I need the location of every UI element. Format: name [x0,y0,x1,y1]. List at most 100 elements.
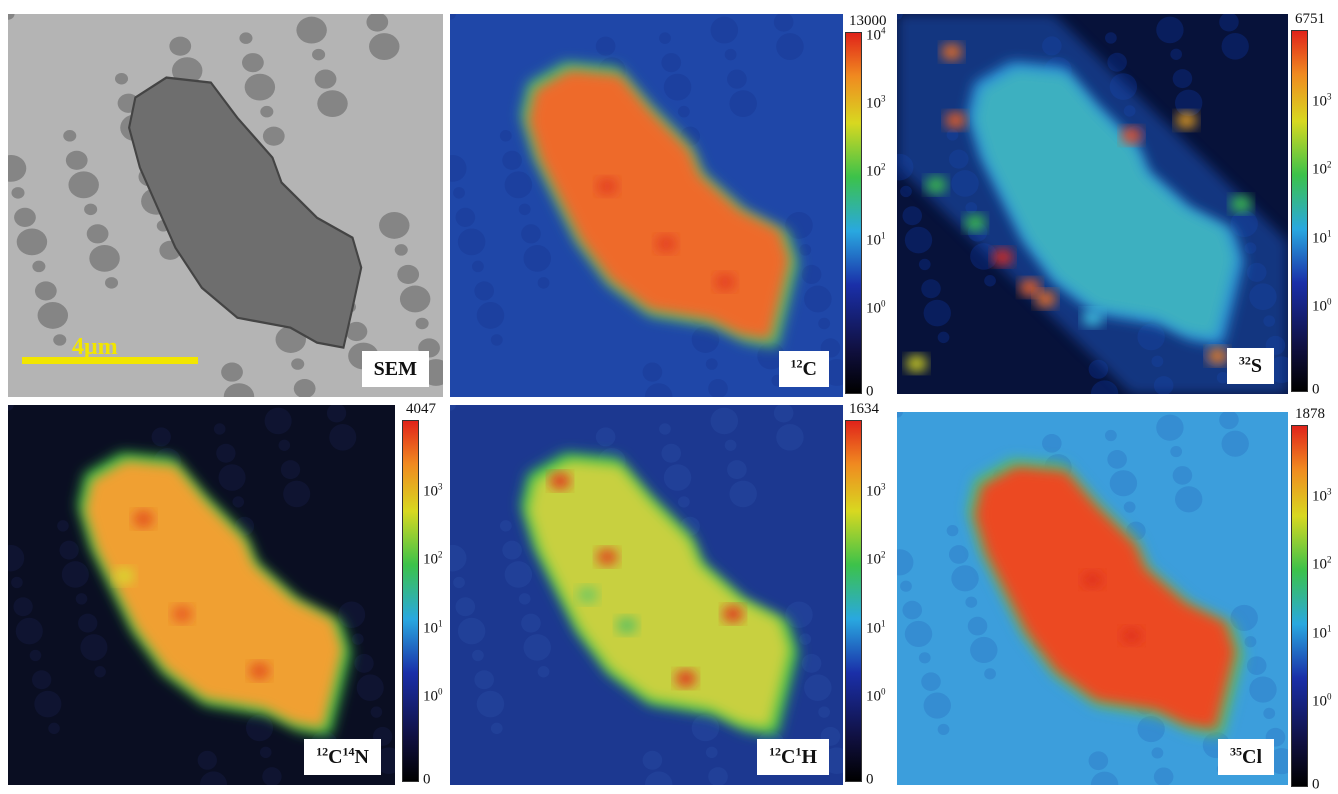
texture [8,14,15,20]
colorbar-tick-label: 102 [1312,557,1332,574]
texture [951,565,978,591]
texture [711,17,739,44]
spot [723,606,743,623]
texture [965,597,977,608]
panel-label: 35Cl [1218,739,1274,775]
texture [78,614,97,633]
texture [260,747,272,758]
texture [294,379,316,397]
texture [66,151,88,170]
texture [924,300,951,327]
texture [239,32,252,43]
texture [505,171,533,198]
texture [59,541,78,560]
texture [395,244,408,255]
texture [785,212,813,239]
texture [491,723,503,734]
texture [661,53,681,72]
texture [8,155,26,182]
texture [678,496,690,507]
texture [32,261,45,272]
texture [818,318,830,329]
colorbar-tick-label: 101 [1312,230,1332,247]
texture [659,423,671,434]
texture [245,74,275,101]
texture [474,281,494,300]
texture [502,541,522,560]
colorbar-max: 1878 [1295,406,1325,423]
texture [262,767,281,785]
texture [281,460,300,479]
texture [1124,502,1136,513]
tick-base: 10 [866,96,881,112]
texture [32,670,51,689]
image [450,14,843,397]
texture [38,302,68,329]
texture [938,724,950,735]
texture [1091,380,1118,394]
colorbar-tick-label: 103 [866,96,886,113]
texture [279,440,291,451]
texture [224,383,254,397]
texture [338,601,365,628]
texture [152,427,171,446]
tick-base: 10 [866,620,881,636]
texture [776,33,804,60]
spot [550,473,570,490]
colorbar-tick-label: 103 [866,484,886,501]
texture [968,617,988,636]
colorbar-tick-label: 100 [866,689,886,706]
texture [315,70,337,89]
spot [1176,112,1196,129]
spot [945,112,965,129]
texture [596,427,616,446]
texture [1222,431,1249,457]
tick-exp: 1 [438,618,443,628]
texture [57,520,69,531]
label-sup: 12 [769,744,781,758]
colorbar [845,32,862,394]
texture [924,692,951,718]
tick-exp: 2 [881,162,886,172]
spot [1231,196,1251,213]
texture [232,496,244,507]
colorbar [1291,30,1308,392]
texture [692,715,720,742]
label-sup: 14 [343,744,355,758]
texture [214,423,226,434]
texture [450,155,467,182]
colorbar-tick-label: 0 [423,772,431,789]
spot [1035,291,1055,308]
texture [949,545,969,564]
texture [13,597,32,616]
tick-base: 10 [1312,162,1327,178]
colorbar [845,420,862,782]
texture [260,106,273,117]
tick-text: 0 [866,384,874,400]
colorbar [1291,425,1308,787]
tick-base: 10 [423,552,438,568]
texture [1137,716,1164,742]
tick-base: 10 [866,689,881,705]
tick-base: 10 [1312,625,1327,641]
colorbar-tick-label: 102 [423,552,443,569]
texture [263,127,285,146]
label-text: SEM [374,358,417,380]
tick-exp: 4 [881,25,886,35]
texture [818,706,830,717]
texture [902,206,922,225]
texture [16,618,43,645]
tick-base: 10 [866,484,881,500]
texture [219,464,246,491]
texture [505,561,533,588]
spot [249,663,269,680]
texture [1173,69,1193,88]
texture [8,405,14,411]
spot [617,617,637,634]
tick-exp: 3 [881,482,886,492]
texture [1249,676,1276,702]
texture [1105,32,1117,43]
texture [456,208,476,227]
spot [926,177,946,194]
texture [804,286,832,313]
